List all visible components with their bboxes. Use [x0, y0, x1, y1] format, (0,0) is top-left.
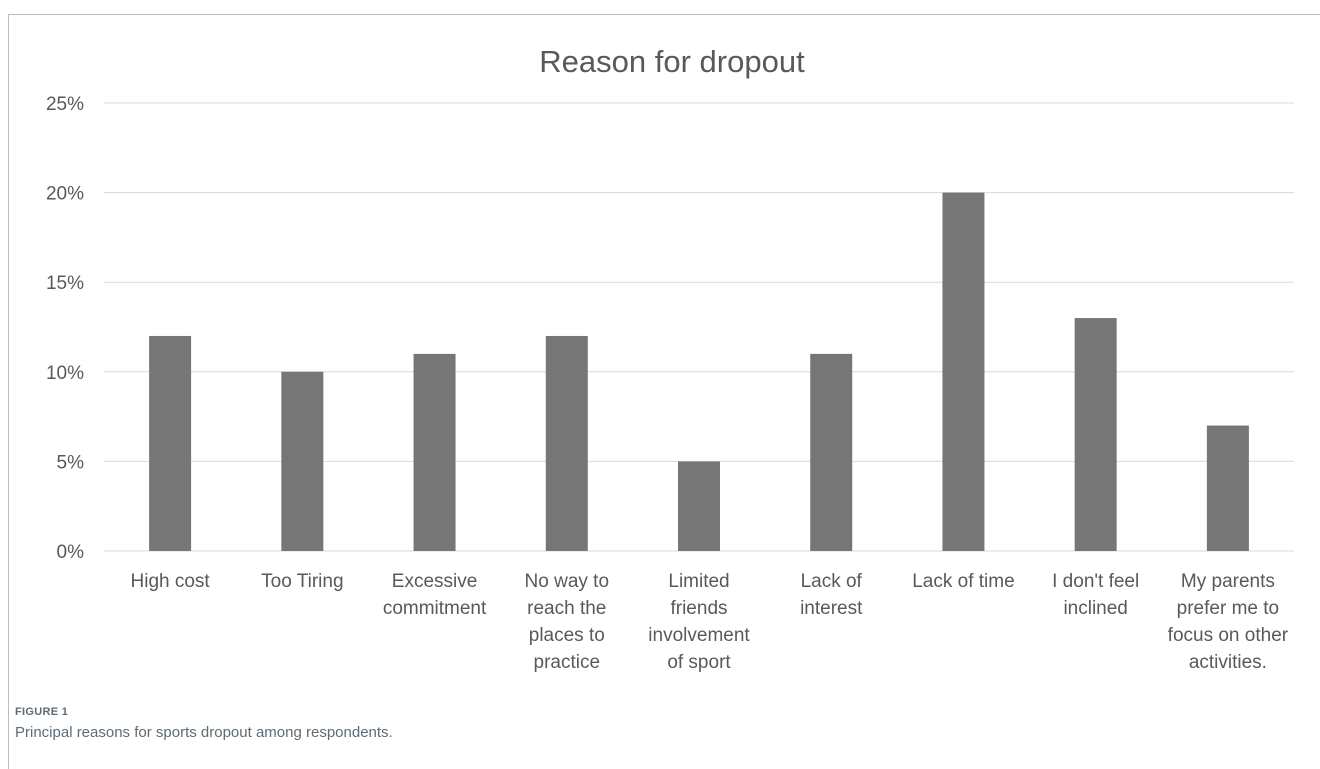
- bars: [149, 192, 1249, 551]
- bar: [149, 335, 192, 551]
- chart-title: Reason for dropout: [539, 44, 805, 79]
- x-axis-labels: High cost Too Tiring Excessive commitment No…: [131, 571, 1289, 673]
- bar: [942, 192, 985, 551]
- x-tick-label: Excessive commitment: [383, 571, 487, 619]
- y-tick-label: 25%: [46, 94, 84, 115]
- x-tick-label: Lack of interest: [800, 571, 863, 619]
- y-tick-label: 20%: [46, 184, 84, 205]
- figure-label: FIGURE 1: [15, 706, 69, 718]
- x-tick-label: No way to reach the places to practice: [525, 571, 609, 673]
- y-axis-ticks: 0% 5% 10% 15% 20% 25%: [46, 94, 84, 563]
- x-tick-label: Lack of time: [912, 571, 1014, 592]
- x-tick-label: High cost: [131, 571, 211, 592]
- x-tick-label: Limited friends involvement of sport: [648, 571, 750, 673]
- bar: [1206, 425, 1249, 551]
- x-tick-label: My parents prefer me to focus on other acti…: [1168, 571, 1289, 673]
- y-tick-label: 5%: [57, 452, 85, 473]
- bar: [678, 461, 720, 551]
- y-tick-label: 0%: [57, 542, 85, 563]
- bar: [413, 353, 456, 551]
- x-tick-label: Too Tiring: [261, 571, 343, 592]
- bar: [1074, 318, 1117, 551]
- bar-chart: Reason for dropout 0% 5% 10% 15% 20% 25% High…: [46, 44, 1294, 673]
- y-tick-label: 10%: [46, 363, 84, 384]
- caption-text: Principal reasons for sports dropout amo…: [15, 724, 393, 741]
- y-tick-label: 15%: [46, 273, 84, 294]
- x-tick-label: I don't feel inclined: [1052, 571, 1139, 619]
- figure-frame: [8, 14, 1320, 769]
- bar: [281, 371, 324, 551]
- figure-caption: FIGURE 1 Principal reasons for sports dr…: [15, 706, 393, 741]
- bar: [810, 353, 853, 551]
- bar: [545, 335, 588, 551]
